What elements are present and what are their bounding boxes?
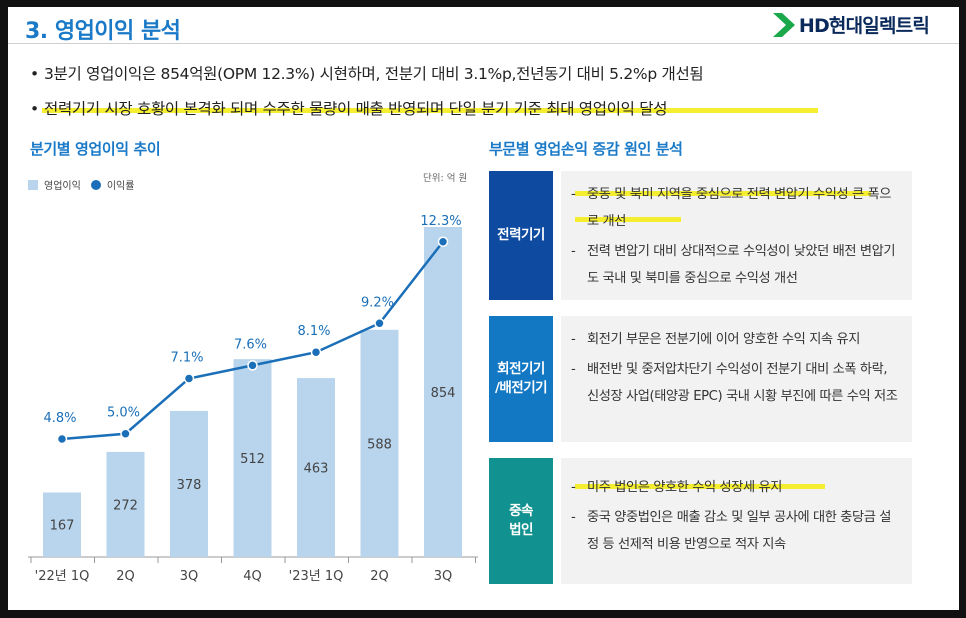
margin-point (120, 428, 131, 439)
title-divider (8, 43, 959, 44)
category-label: '23년 1Q (289, 569, 344, 584)
highlight-mark (575, 217, 681, 222)
dash-marker: - (571, 187, 576, 202)
bar-value-label: 463 (304, 462, 329, 477)
segment-box: - 미주 법인은 양호한 수익 성장세 유지 - 중국 양중법인은 매출 감소 및 … (561, 458, 912, 584)
margin-value-label: 8.1% (297, 324, 330, 339)
bar-value-label: 378 (177, 478, 202, 493)
segment-item: - 배전반 및 중저압차단기 수익성이 전분기 대비 소폭 하락, 신성장 사업(… (569, 356, 902, 410)
segment-item-text: 배전반 및 중저압차단기 수익성이 전분기 대비 소폭 하락, 신성장 사업(태… (587, 362, 898, 404)
chart-unit: 단위: 억 원 (423, 173, 468, 184)
segment-item-text: 미주 법인은 양호한 수익 성장세 유지 (587, 480, 782, 495)
legend-swatch-bar (28, 179, 38, 190)
operating-profit-chart: 167 '22년 1Q 272 2Q 378 3Q 512 4Q 463 '23년 1Q 588 2Q… (28, 214, 478, 584)
bullet-marker: • (30, 100, 39, 118)
legend-label-bar: 영업이익 (44, 181, 81, 192)
segment-rotating-distribution: 회전기기 /배전기기 - 회전기 부문은 전분기에 이어 양호한 수익 지속 유지… (489, 316, 912, 442)
dash-marker: - (571, 244, 576, 259)
bar-value-label: 512 (240, 452, 265, 467)
margin-point (56, 433, 68, 445)
slide: 3. 영업이익 분석 HD현대일렉트릭 • 3분기 영업이익은 854억원(OPM… (8, 7, 959, 610)
bullet-text: 3분기 영업이익은 854억원(OPM 12.3%) 시현하며, 전분기 대비 … (44, 65, 704, 83)
margin-point (437, 236, 449, 247)
segment-label: 회전기기 /배전기기 (489, 316, 553, 442)
bar (297, 378, 335, 557)
segment-box: - 중동 및 북미 지역을 중심으로 전력 변압기 수익성 큰 폭으로 개선 -전… (561, 171, 912, 300)
margin-point (183, 373, 195, 384)
legend-swatch-line (90, 179, 101, 190)
category-label: 2Q (370, 569, 389, 584)
chart-legend: 영업이익 이익률 (28, 177, 134, 192)
segment-section-title: 부문별 영업손익 증감 원인 분석 (489, 140, 683, 158)
bar (424, 227, 462, 557)
segment-item-text: 회전기 부문은 전분기에 이어 양호한 수익 지속 유지 (587, 332, 860, 347)
segment-label: 전력기기 (489, 171, 553, 300)
category-label: 3Q (434, 569, 453, 584)
company-logo: HD현대일렉트릭 (772, 11, 930, 38)
bullet-marker: • (30, 65, 39, 83)
margin-point (310, 346, 322, 358)
chart-section-title: 분기별 영업이익 추이 (30, 140, 161, 158)
margin-value-label: 9.2% (361, 295, 394, 310)
segment-box: - 회전기 부문은 전분기에 이어 양호한 수익 지속 유지 - 배전반 및 중저압… (561, 316, 912, 442)
segment-subsidiaries: 중속 법인 - 미주 법인은 양호한 수익 성장세 유지 - 중국 양중법인은 매출… (489, 458, 912, 584)
highlight-mark (575, 191, 871, 196)
dash-marker: - (571, 480, 576, 495)
margin-value-label: 7.1% (170, 351, 203, 366)
bar (106, 451, 145, 557)
segment-item: - 전력 변압기 대비 상대적으로 수익성이 낮았던 배전 변압기도 국내 및 북… (569, 238, 902, 292)
legend-label-line: 이익률 (106, 181, 135, 192)
segment-item: - 미주 법인은 양호한 수익 성장세 유지 (569, 474, 902, 501)
bar-value-label: 272 (113, 498, 138, 513)
dash-marker: - (571, 510, 576, 525)
page-title: 3. 영업이익 분석 (25, 19, 181, 44)
logo-chevron-icon (772, 12, 795, 37)
margin-value-label: 7.6% (234, 337, 267, 352)
bar-value-label: 588 (367, 437, 392, 452)
category-label: 2Q (116, 569, 135, 584)
category-label: '22년 1Q (35, 569, 90, 584)
summary-bullet: • 3분기 영업이익은 854억원(OPM 12.3%) 시현하며, 전분기 대비… (30, 62, 704, 84)
category-label: 4Q (243, 569, 262, 584)
margin-value-label: 5.0% (107, 406, 140, 421)
margin-point (374, 318, 385, 329)
margin-value-label: 4.8% (43, 411, 76, 426)
highlight-mark (575, 484, 825, 489)
bar (233, 359, 272, 557)
logo-text: HD현대일렉트릭 (798, 15, 930, 37)
segment-item-text: 중국 양중법인은 매출 감소 및 일부 공사에 대한 충당금 설정 등 선제적 … (587, 510, 891, 552)
segment-item-text: 중동 및 북미 지역을 중심으로 전력 변압기 수익성 큰 폭으로 개선 (587, 187, 891, 229)
bullet-text: 전력기기 시장 호황이 본격화 되며 수주한 물량이 매출 반영되며 단일 분기… (44, 100, 668, 118)
segment-power-equipment: 전력기기 - 중동 및 북미 지역을 중심으로 전력 변압기 수익성 큰 폭으로 … (489, 171, 912, 300)
segment-item: - 중국 양중법인은 매출 감소 및 일부 공사에 대한 충당금 설정 등 선제적… (569, 504, 902, 558)
segment-item-text: 전력 변압기 대비 상대적으로 수익성이 낮았던 배전 변압기도 국내 및 북미… (587, 244, 896, 286)
bar-value-label: 854 (431, 386, 456, 401)
category-label: 3Q (180, 569, 199, 584)
bar-value-label: 167 (50, 519, 75, 534)
segment-item: - 회전기 부문은 전분기에 이어 양호한 수익 지속 유지 (569, 326, 902, 353)
bar (43, 492, 81, 557)
margin-point (247, 360, 258, 371)
bar (170, 410, 208, 557)
highlight-mark (42, 108, 818, 113)
margin-value-label: 12.3% (420, 214, 461, 229)
bar (360, 329, 399, 557)
segment-item: - 중동 및 북미 지역을 중심으로 전력 변압기 수익성 큰 폭으로 개선 (569, 181, 902, 235)
summary-bullet: • 전력기기 시장 호황이 본격화 되며 수주한 물량이 매출 반영되며 단일 분… (30, 97, 667, 119)
dash-marker: - (571, 362, 576, 377)
dash-marker: - (571, 332, 576, 347)
segment-label: 중속 법인 (489, 458, 553, 584)
